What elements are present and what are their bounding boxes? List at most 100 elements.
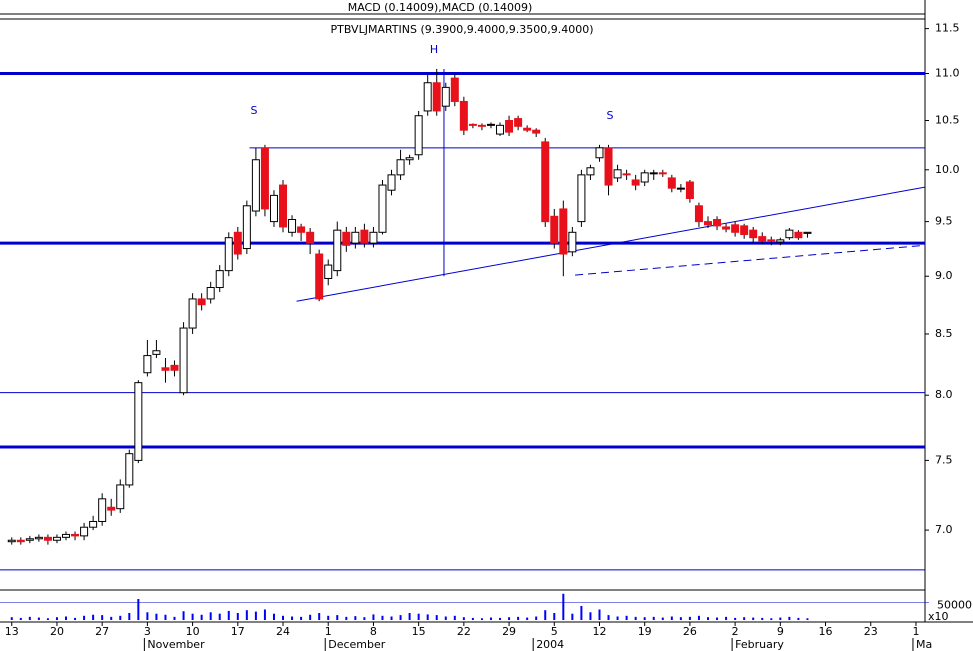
x-tick-label: 5 (551, 625, 558, 638)
annotation: H (430, 43, 438, 56)
candle-body (125, 453, 134, 486)
candle-body (541, 141, 550, 223)
candle-body (631, 179, 640, 186)
y-tick-label: 8.5 (935, 327, 953, 340)
candle-body (25, 538, 34, 541)
y-tick-label: 11.0 (935, 67, 960, 80)
month-label: Ma (916, 638, 932, 651)
candle-body (559, 208, 568, 255)
candle-body (315, 253, 324, 300)
candle-body (505, 120, 514, 133)
candle-body (613, 169, 622, 179)
candle-body (107, 506, 116, 511)
candle-body (369, 231, 378, 244)
x-tick-label: 10 (186, 625, 200, 638)
candle-body (740, 225, 749, 235)
candle-body (713, 218, 722, 227)
candle-body (649, 172, 658, 175)
candle-body (342, 231, 351, 246)
candle-body (767, 239, 776, 242)
candle-body (514, 118, 523, 127)
y-tick-label: 9.5 (935, 215, 953, 228)
candle-body (360, 229, 369, 244)
candle-body (550, 215, 559, 244)
candle-body (667, 177, 676, 189)
candle-body (269, 194, 278, 223)
candle-body (450, 77, 459, 102)
candle-body (378, 184, 387, 233)
candle-body (387, 174, 396, 191)
candle-body (161, 367, 170, 371)
candle-body (260, 147, 269, 210)
candle-body (143, 355, 152, 374)
candle-body (658, 172, 667, 175)
candle-body (441, 86, 450, 107)
candle-body (396, 159, 405, 176)
candle-body (324, 264, 333, 279)
candle-body (16, 539, 25, 543)
candle-body (414, 115, 423, 156)
x-tick-label: 9 (777, 625, 784, 638)
y-tick-label: 7.5 (935, 453, 953, 466)
candle-body (179, 327, 188, 394)
candle-body (794, 231, 803, 239)
candle-body (685, 181, 694, 199)
volume-multiplier: x10 (928, 610, 949, 623)
candle-body (152, 350, 161, 355)
candle-body (288, 218, 297, 233)
month-label: 2004 (536, 638, 564, 651)
candle-body (423, 82, 432, 112)
x-tick-label: 24 (276, 625, 290, 638)
month-label: November (147, 638, 205, 651)
x-tick-label: 29 (502, 625, 516, 638)
candle-body (215, 270, 224, 289)
candle-body (43, 536, 52, 541)
y-tick-label: 8.0 (935, 388, 953, 401)
x-tick-label: 12 (592, 625, 606, 638)
candle-body (432, 82, 441, 112)
candle-body (477, 124, 486, 127)
candle-body (622, 173, 631, 176)
candle-body (170, 364, 179, 371)
x-tick-label: 16 (819, 625, 833, 638)
y-tick-label: 11.5 (935, 22, 960, 35)
candle-body (604, 147, 613, 186)
x-tick-label: 23 (864, 625, 878, 638)
trendline (296, 186, 926, 302)
candle-body (188, 298, 197, 329)
candle-body (405, 157, 414, 161)
candle-body (731, 224, 740, 233)
candle-body (297, 226, 306, 233)
candle-body (758, 236, 767, 242)
candle-body (703, 221, 712, 226)
candle-body (568, 231, 577, 253)
candle-body (595, 147, 604, 159)
candle-body (486, 123, 495, 126)
candle-body (722, 226, 731, 230)
x-tick-label: 3 (144, 625, 151, 638)
x-tick-label: 22 (457, 625, 471, 638)
candle-body (577, 174, 586, 223)
candle-body (694, 205, 703, 223)
candle-body (242, 205, 251, 250)
candle-body (468, 123, 477, 126)
candle-body (749, 229, 758, 239)
candle-body (459, 100, 468, 131)
candle-body (62, 533, 71, 538)
y-tick-label: 10.5 (935, 114, 960, 127)
y-tick-label: 10.0 (935, 163, 960, 176)
candle-body (586, 167, 595, 176)
candle-body (52, 536, 61, 541)
y-tick-label: 7.0 (935, 523, 953, 536)
indicator-title: MACD (0.14009),MACD (0.14009) (348, 1, 533, 14)
candle-body (676, 187, 685, 190)
chart-title: PTBVLJMARTINS (9.3900,9.4000,9.3500,9.40… (330, 23, 593, 36)
candle-body (89, 520, 98, 528)
month-label: December (328, 638, 386, 651)
x-tick-label: 27 (95, 625, 109, 638)
x-tick-label: 20 (50, 625, 64, 638)
x-tick-label: 26 (683, 625, 697, 638)
candle-body (279, 184, 288, 228)
